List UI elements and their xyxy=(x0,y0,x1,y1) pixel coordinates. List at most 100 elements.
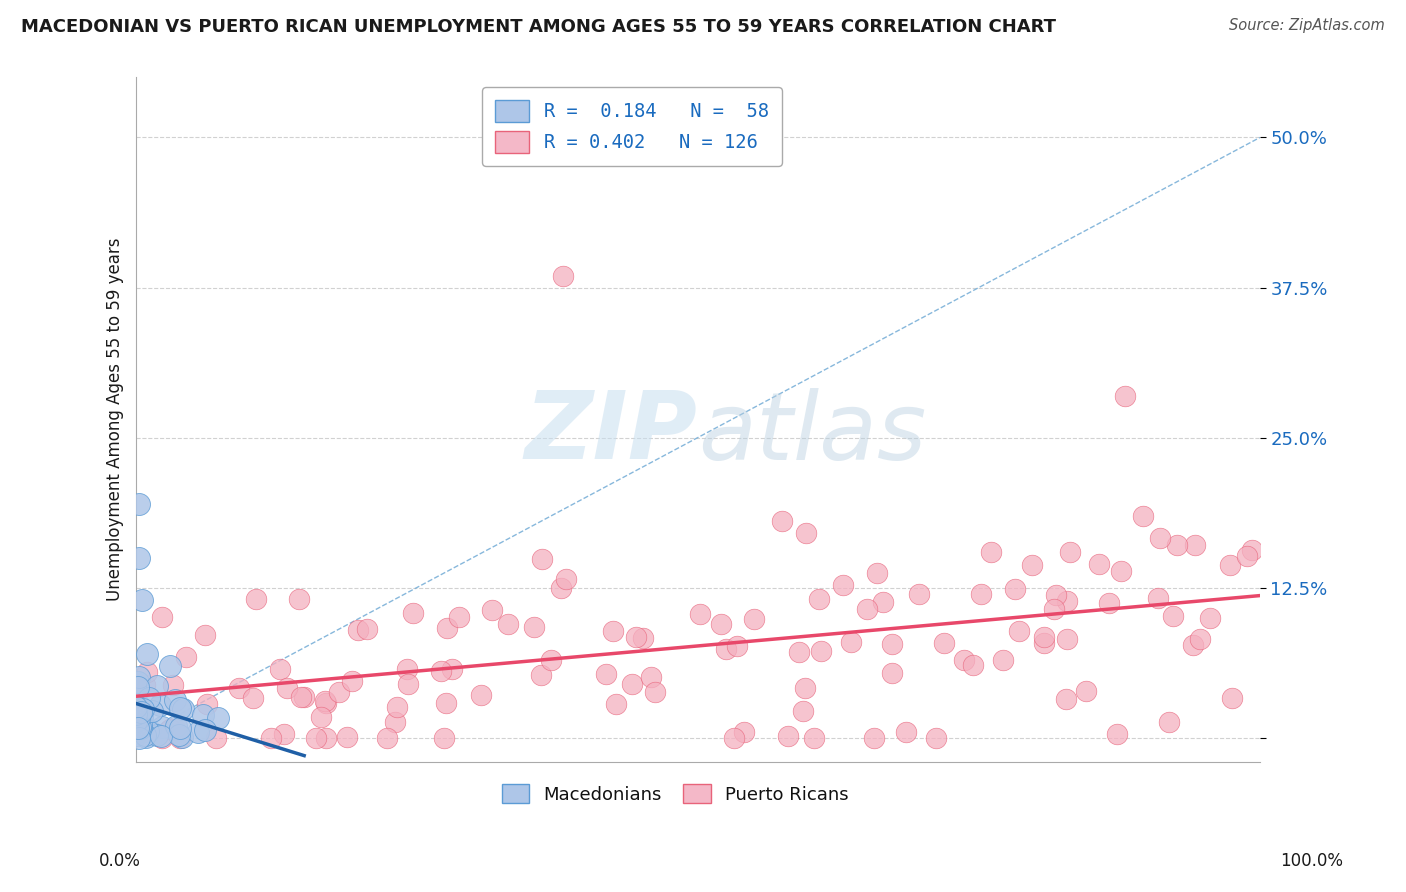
Point xyxy=(725,639,748,653)
Point xyxy=(273,727,295,741)
Point xyxy=(141,704,163,718)
Point xyxy=(894,725,917,739)
Point xyxy=(1114,388,1136,402)
Point xyxy=(377,731,399,745)
Point xyxy=(169,700,191,714)
Point xyxy=(127,697,149,711)
Point xyxy=(1132,508,1154,523)
Point xyxy=(356,622,378,636)
Text: 100.0%: 100.0% xyxy=(1279,852,1343,870)
Point xyxy=(159,658,181,673)
Point xyxy=(1098,596,1121,610)
Point xyxy=(1166,539,1188,553)
Point xyxy=(1105,727,1128,741)
Point xyxy=(925,731,948,745)
Point xyxy=(242,690,264,705)
Point xyxy=(187,725,209,739)
Point xyxy=(129,705,152,719)
Point xyxy=(125,709,148,723)
Point xyxy=(276,681,298,695)
Point xyxy=(172,730,194,744)
Point xyxy=(733,724,755,739)
Point xyxy=(1111,565,1133,579)
Point xyxy=(125,723,148,738)
Point xyxy=(136,647,159,661)
Point xyxy=(1074,683,1097,698)
Text: Source: ZipAtlas.com: Source: ZipAtlas.com xyxy=(1229,18,1385,33)
Point xyxy=(530,667,553,681)
Point xyxy=(315,731,337,745)
Point xyxy=(132,724,155,739)
Y-axis label: Unemployment Among Ages 55 to 59 years: Unemployment Among Ages 55 to 59 years xyxy=(107,238,124,601)
Point xyxy=(127,681,149,695)
Point xyxy=(136,665,159,679)
Point xyxy=(1045,587,1067,601)
Point xyxy=(832,577,855,591)
Point xyxy=(131,717,153,731)
Point xyxy=(523,620,546,634)
Text: 0.0%: 0.0% xyxy=(98,852,141,870)
Point xyxy=(131,719,153,733)
Point xyxy=(128,702,150,716)
Point xyxy=(292,690,315,705)
Point xyxy=(1032,636,1054,650)
Point xyxy=(770,514,793,528)
Point xyxy=(953,653,976,667)
Legend: Macedonians, Puerto Ricans: Macedonians, Puerto Ricans xyxy=(491,773,859,814)
Point xyxy=(433,731,456,745)
Point xyxy=(340,673,363,688)
Point xyxy=(134,727,156,741)
Point xyxy=(149,730,172,744)
Point xyxy=(866,566,889,580)
Point xyxy=(128,497,150,511)
Point xyxy=(139,724,162,739)
Point xyxy=(131,704,153,718)
Point xyxy=(1056,632,1078,646)
Point xyxy=(150,610,173,624)
Point xyxy=(602,624,624,638)
Point xyxy=(132,702,155,716)
Point xyxy=(794,681,817,695)
Point xyxy=(787,645,810,659)
Point xyxy=(1056,593,1078,607)
Point xyxy=(1004,582,1026,596)
Point xyxy=(810,644,832,658)
Point xyxy=(441,662,464,676)
Point xyxy=(336,731,359,745)
Point xyxy=(1054,692,1077,706)
Point xyxy=(128,670,150,684)
Point xyxy=(128,720,150,734)
Point xyxy=(710,617,733,632)
Point xyxy=(595,666,617,681)
Point xyxy=(631,631,654,645)
Point xyxy=(150,731,173,745)
Point xyxy=(128,710,150,724)
Point xyxy=(125,726,148,740)
Point xyxy=(980,545,1002,559)
Point xyxy=(134,678,156,692)
Point xyxy=(436,621,458,635)
Point xyxy=(531,552,554,566)
Point xyxy=(689,607,711,621)
Point xyxy=(1043,602,1066,616)
Point xyxy=(481,602,503,616)
Point xyxy=(165,723,187,737)
Point xyxy=(550,581,572,595)
Point xyxy=(1059,545,1081,559)
Point xyxy=(1220,690,1243,705)
Point xyxy=(195,697,218,711)
Point xyxy=(554,572,576,586)
Point xyxy=(434,696,457,710)
Point xyxy=(714,641,737,656)
Point xyxy=(146,679,169,693)
Point xyxy=(794,525,817,540)
Point xyxy=(162,678,184,692)
Point xyxy=(269,662,291,676)
Point xyxy=(288,592,311,607)
Point xyxy=(470,688,492,702)
Point xyxy=(146,728,169,742)
Point xyxy=(385,700,408,714)
Point xyxy=(551,268,574,283)
Point xyxy=(1146,591,1168,606)
Point xyxy=(128,731,150,745)
